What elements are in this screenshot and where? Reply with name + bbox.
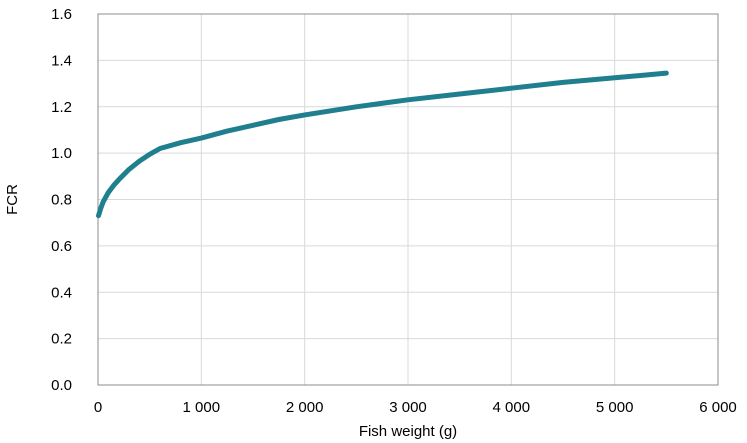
y-tick-label: 1.2 (51, 99, 72, 116)
y-axis-ticks: 0.0 0.2 0.4 0.6 0.8 1.0 1.2 1.4 1.6 (51, 6, 72, 394)
y-tick-label: 0.0 (51, 377, 72, 394)
y-tick-label: 0.6 (51, 238, 72, 255)
x-tick-label: 4 000 (493, 399, 531, 416)
x-axis-title: Fish weight (g) (359, 423, 457, 440)
y-tick-label: 0.2 (51, 331, 72, 348)
y-axis-title: FCR (4, 184, 21, 215)
plot-frame (97, 13, 719, 386)
x-tick-label: 3 000 (389, 399, 427, 416)
x-tick-label: 0 (94, 399, 102, 416)
y-tick-label: 1.6 (51, 6, 72, 23)
y-tick-label: 1.0 (51, 145, 72, 162)
y-tick-label: 1.4 (51, 52, 72, 69)
x-axis-ticks: 0 1 000 2 000 3 000 4 000 5 000 6 000 (94, 399, 737, 416)
x-tick-label: 1 000 (183, 399, 221, 416)
grid-lines (97, 13, 719, 386)
y-tick-label: 0.8 (51, 192, 72, 209)
series-line (96, 70, 669, 219)
x-tick-label: 5 000 (596, 399, 634, 416)
x-tick-label: 6 000 (699, 399, 737, 416)
y-tick-label: 0.4 (51, 284, 72, 301)
x-tick-label: 2 000 (286, 399, 324, 416)
